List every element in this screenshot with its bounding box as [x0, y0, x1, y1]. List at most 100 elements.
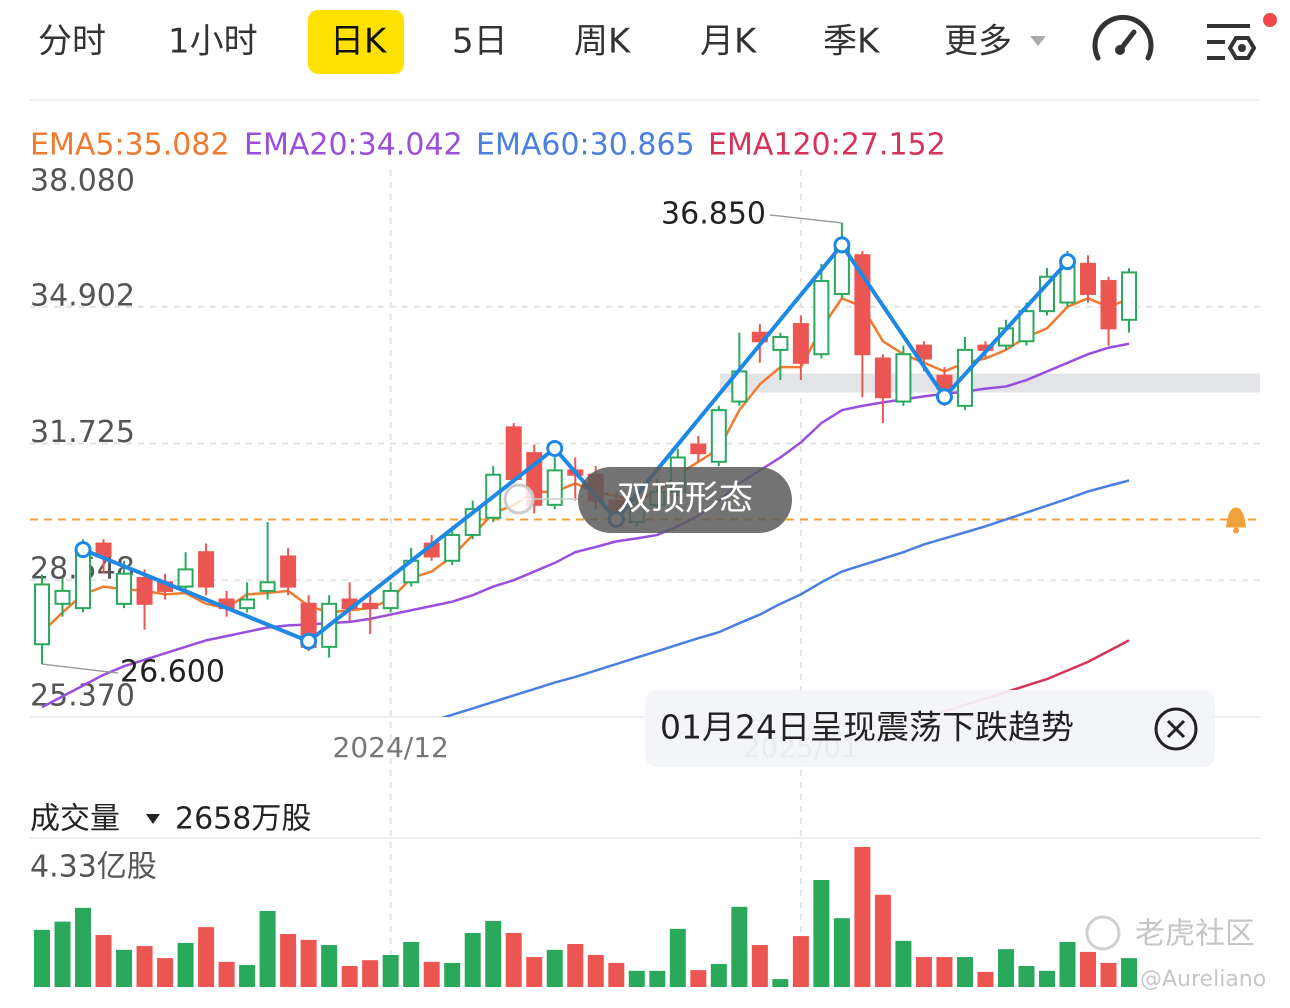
volume-bar — [423, 961, 440, 987]
tab-label: 5日 — [452, 22, 508, 62]
ema-line — [441, 479, 1130, 717]
settings-icon[interactable] — [1207, 13, 1277, 60]
candle-body — [177, 568, 194, 588]
legend-entry: EMA5:35.082 — [30, 128, 230, 163]
candle-body — [198, 551, 215, 588]
close-x — [1166, 719, 1186, 739]
candle-body — [382, 589, 399, 610]
candle-body — [362, 602, 379, 610]
tab[interactable]: 分时 — [38, 22, 106, 62]
volume-bar — [1059, 941, 1076, 987]
pattern-badge[interactable]: 双顶形态 — [578, 467, 792, 533]
legend-entry: EMA120:27.152 — [708, 128, 946, 163]
volume-bar — [1038, 970, 1055, 987]
volume-bar — [792, 936, 809, 987]
bell-clapper — [1233, 527, 1239, 534]
high-leader — [769, 214, 842, 224]
volume-bar — [198, 927, 215, 987]
candle-body — [772, 335, 789, 351]
candle-body — [792, 323, 809, 364]
candle-body — [895, 353, 912, 403]
tab[interactable]: 更多 — [944, 22, 1046, 62]
pattern-point — [1059, 253, 1076, 271]
volume-bar — [136, 946, 153, 987]
volume-bar — [75, 907, 92, 987]
tab-label: 分时 — [38, 22, 106, 62]
volume-bar — [1121, 958, 1138, 987]
candle-body — [1080, 262, 1097, 295]
candle-body — [956, 348, 973, 407]
volume-bar — [936, 957, 953, 987]
tab-highlight — [308, 10, 404, 74]
volume-bar — [362, 960, 379, 987]
icon-dot — [1238, 44, 1246, 52]
tab-label: 季K — [823, 22, 881, 62]
low-label: 26.600 — [120, 655, 225, 690]
toast-close[interactable] — [1154, 707, 1198, 751]
tab-bar: 分时 1小时 日K 5日 周K 月K 季K 更多 — [38, 10, 1046, 74]
volume-bar — [1018, 966, 1035, 987]
candle-body — [1100, 280, 1117, 330]
volume-bar — [772, 979, 789, 987]
badge-anchor — [503, 483, 535, 515]
legend-entry: EMA60:30.865 — [476, 128, 695, 163]
volume-bar — [34, 929, 50, 987]
volume-bar — [813, 879, 830, 987]
volume-bar — [833, 918, 850, 987]
alert-bell[interactable] — [1226, 507, 1246, 534]
gauge-icon[interactable] — [1092, 14, 1154, 61]
candle-body — [874, 357, 891, 399]
volume-bar — [485, 920, 502, 987]
volume-chart: 成交量 2658万股 4.33亿股 — [30, 802, 1260, 987]
volume-bar — [95, 935, 112, 987]
candle-body — [280, 555, 297, 588]
tab-label: 日K — [330, 22, 388, 62]
gauge-hub — [1115, 45, 1125, 55]
watermark-logo — [1085, 915, 1121, 951]
toast-bg — [645, 690, 1215, 767]
volume-bar — [710, 963, 727, 987]
candle-body — [54, 589, 71, 605]
volume-title: 成交量 — [30, 802, 120, 837]
tab[interactable]: 日K — [308, 10, 404, 74]
volume-bar — [464, 932, 481, 987]
candle-body — [239, 598, 256, 610]
support-zone — [720, 373, 1260, 393]
volume-bar — [874, 894, 891, 987]
notice-toast[interactable]: 01月24日呈现震荡下跌趋势 — [645, 690, 1215, 767]
x-tick-label: 2024/12 — [333, 731, 449, 764]
candle-body — [1018, 310, 1035, 343]
volume-bar — [177, 942, 194, 987]
volume-bar — [382, 954, 399, 987]
tab[interactable]: 5日 — [452, 22, 508, 62]
tab[interactable]: 1小时 — [168, 22, 258, 62]
volume-bar — [977, 971, 994, 987]
pattern-point — [935, 388, 953, 406]
volume-bar — [526, 957, 543, 987]
tab[interactable]: 周K — [574, 22, 632, 62]
candle-body — [710, 409, 727, 463]
badge-bg — [578, 467, 792, 533]
watermark: 老虎社区 @Aureliano — [1085, 915, 1266, 992]
tab[interactable]: 季K — [823, 22, 881, 62]
candle-body — [813, 280, 830, 356]
legend-entry: EMA20:34.042 — [244, 128, 463, 163]
tab[interactable]: 月K — [700, 22, 758, 62]
volume-bar — [567, 943, 584, 987]
volume-dropdown[interactable] — [146, 814, 160, 824]
candle-body — [505, 426, 522, 481]
volume-bar — [300, 939, 317, 987]
candle-body — [34, 583, 50, 646]
high-label: 36.850 — [661, 196, 766, 231]
volume-bar — [239, 964, 256, 987]
pattern-point — [300, 632, 318, 650]
volume-bar — [403, 941, 420, 987]
volume-bar — [505, 932, 522, 987]
watermark-brand: 老虎社区 — [1135, 917, 1255, 952]
volume-bar — [546, 949, 563, 987]
candle-body — [444, 533, 461, 562]
bell-shape — [1226, 507, 1246, 528]
notification-dot — [1263, 13, 1277, 27]
